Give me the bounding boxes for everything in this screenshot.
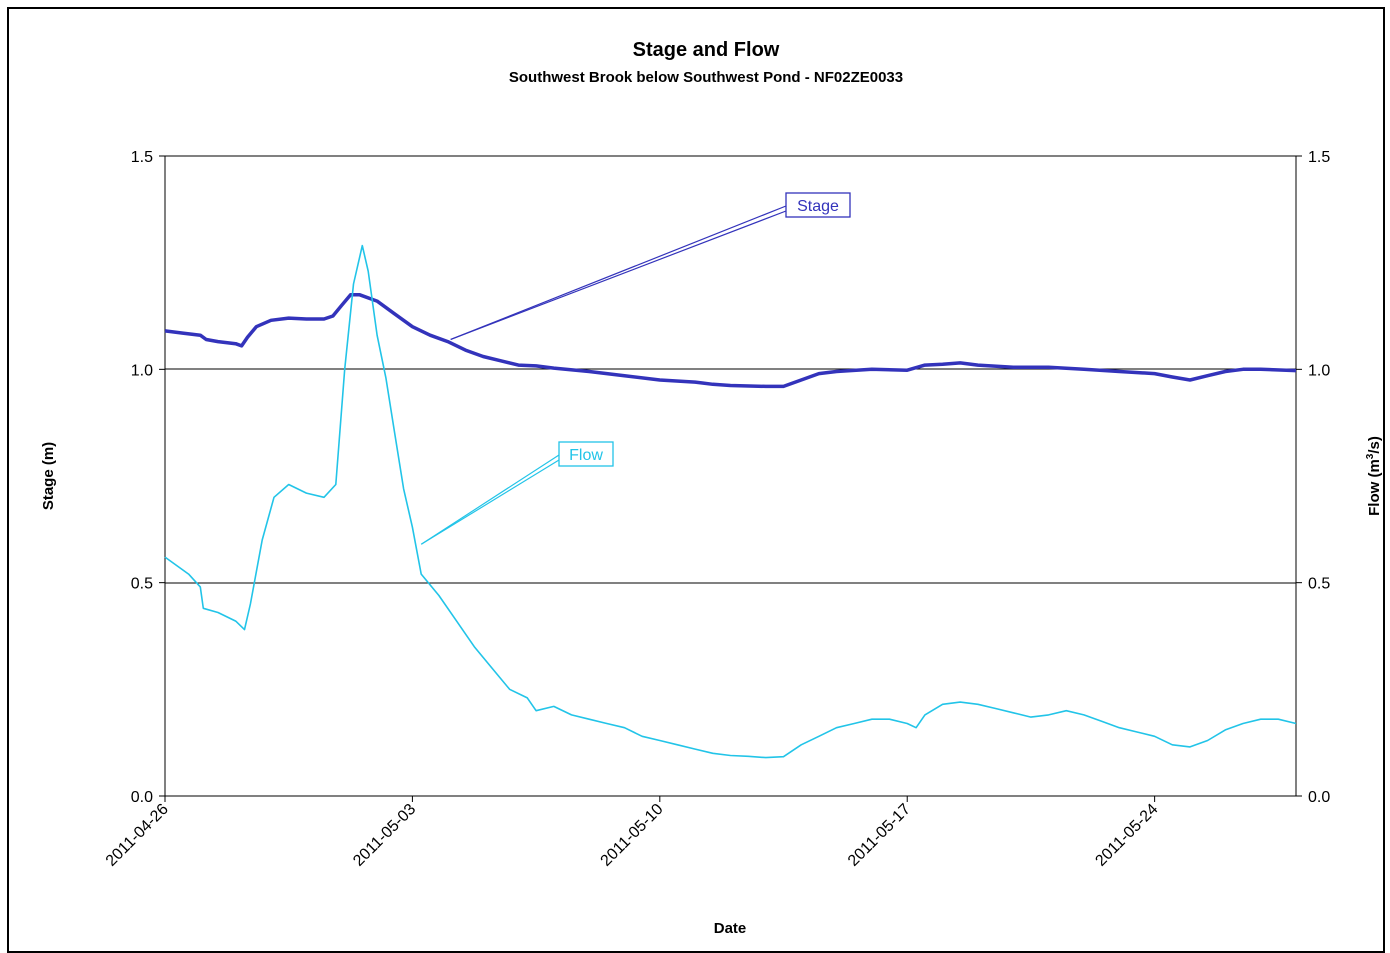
x-tick-label: 2011-05-24 [1092,801,1161,870]
annotation-layer: Stage Flow [420,192,851,545]
y-axis-left-title: Stage (m) [40,442,57,510]
y-axis-right-title: Flow (m3/s) [1365,436,1383,516]
y-axis-right-title-sup: 3 [1365,453,1376,459]
series-line-stage [164,292,1297,389]
y-right-tick-label: 1.5 [1308,149,1330,166]
annotation-label-flow: Flow [569,447,603,464]
y-axis-right-title-tail: /s) [1366,436,1383,454]
y-left-tick-label: 0.0 [131,789,153,806]
y-left-tick-label: 1.0 [131,362,153,379]
x-axis-title: Date [714,920,747,937]
y-left-tick-label: 0.5 [131,576,153,593]
annotation-leader [420,454,560,545]
x-tick-label: 2011-04-26 [103,801,172,870]
annotation-leader [420,459,560,545]
annotation-leader [450,210,787,341]
y-right-tick-label: 0.0 [1308,789,1330,806]
y-right-tick-label: 0.5 [1308,576,1330,593]
chart-subtitle: Southwest Brook below Southwest Pond - N… [509,69,903,86]
x-tick-label: 2011-05-10 [598,801,667,870]
chart-title: Stage and Flow [633,39,780,61]
x-tick-label: 2011-05-17 [845,801,914,870]
y-right-tick-label: 1.0 [1308,362,1330,379]
plot-area [164,155,1297,797]
chart-frame [7,7,1385,953]
annotation-box [785,192,851,218]
annotation-label-stage: Stage [797,198,839,215]
series-layer [164,244,1297,759]
annotation-leader [450,205,787,341]
axis-ticks: 0.0 0.0 0.5 0.5 1.0 1.0 1.5 1.5 2011-04-26 2011-0… [103,149,1331,870]
series-line-flow [164,244,1297,759]
y-axis-right-title-main: Flow (m [1366,459,1383,516]
annotation-box [558,441,614,467]
x-tick-label: 2011-05-03 [350,801,419,870]
y-left-tick-label: 1.5 [131,149,153,166]
